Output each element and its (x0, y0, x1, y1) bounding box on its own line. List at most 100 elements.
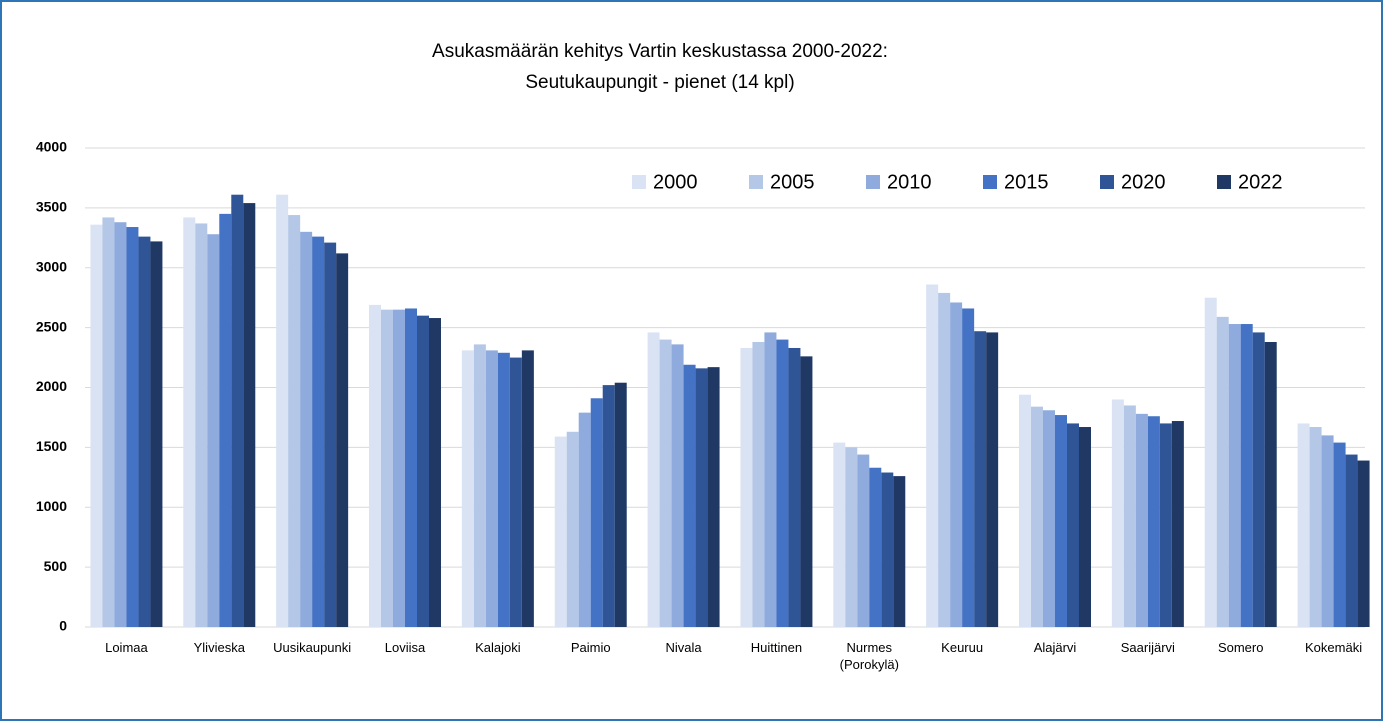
x-tick-label: Nivala (665, 640, 702, 655)
bar (405, 308, 417, 627)
bar (1019, 394, 1031, 627)
bar (1321, 435, 1334, 627)
y-tick-label: 3000 (36, 258, 67, 274)
bar (938, 292, 951, 627)
bar (1171, 421, 1184, 627)
bar (1159, 423, 1172, 627)
bar (695, 368, 708, 627)
bar (336, 253, 349, 627)
y-tick-label: 4000 (36, 139, 67, 155)
bar (800, 356, 813, 627)
bar (1135, 413, 1148, 627)
bar (1147, 416, 1160, 627)
bar (473, 344, 486, 627)
bar (566, 431, 579, 627)
bar (393, 309, 405, 627)
bar (1031, 406, 1043, 627)
bar (195, 223, 208, 627)
x-tick-label: Kalajoki (475, 640, 521, 655)
legend-label: 2015 (1004, 171, 1049, 193)
bar (986, 332, 999, 627)
x-tick-label: Loimaa (105, 640, 148, 655)
chart-title: Asukasmäärän kehitys Vartin keskustassa … (432, 41, 888, 62)
bar (671, 344, 684, 627)
bar (114, 222, 127, 627)
bar (554, 436, 567, 627)
bar (417, 315, 429, 627)
bar (461, 350, 474, 627)
y-tick-label: 0 (59, 618, 67, 634)
bar (869, 467, 882, 627)
y-tick-label: 1500 (36, 438, 67, 454)
legend-swatch (1100, 175, 1114, 189)
y-tick-label: 2500 (36, 318, 67, 334)
y-tick-label: 1000 (36, 498, 67, 514)
bar (276, 194, 289, 627)
bar (1252, 332, 1265, 627)
bar (974, 331, 987, 627)
bar (231, 194, 244, 627)
bar (1309, 427, 1322, 627)
bar (183, 217, 196, 627)
bar (1123, 405, 1136, 627)
bar (740, 347, 753, 627)
bar (1357, 460, 1370, 627)
legend-swatch (632, 175, 646, 189)
bar (788, 347, 801, 627)
legend-label: 2005 (770, 171, 815, 193)
bar (381, 309, 393, 627)
bar (1264, 341, 1277, 627)
legend-label: 2022 (1238, 171, 1283, 193)
bar (683, 364, 696, 627)
bar (102, 217, 115, 627)
legend-label: 2010 (887, 171, 932, 193)
bar (764, 332, 777, 627)
y-tick-label: 3500 (36, 199, 67, 215)
legend-label: 2020 (1121, 171, 1166, 193)
bar (752, 341, 765, 627)
bar (1111, 399, 1124, 627)
bar (893, 476, 906, 627)
y-tick-label: 500 (44, 558, 68, 574)
x-tick-label: Kokemäki (1305, 640, 1363, 655)
bar (833, 442, 846, 627)
x-tick-label: Loviisa (384, 640, 426, 655)
bar (138, 236, 151, 628)
x-tick-label: Uusikaupunki (273, 640, 352, 655)
bar (150, 241, 163, 627)
bar (1345, 454, 1358, 627)
bar (219, 213, 232, 628)
bar (602, 385, 615, 627)
bar (1067, 423, 1079, 627)
bar (1333, 442, 1346, 627)
bar (485, 350, 498, 627)
bar (1055, 415, 1067, 627)
x-tick-label: Alajärvi (1033, 640, 1077, 655)
chart-subtitle: Seutukaupungit - pienet (14 kpl) (525, 72, 794, 93)
bar (647, 332, 660, 627)
bar (845, 447, 858, 627)
x-tick-label: Paimio (570, 640, 611, 655)
x-tick-label: Huittinen (750, 640, 803, 655)
bar (950, 302, 963, 627)
bar (776, 339, 789, 627)
bar (288, 215, 301, 627)
bar (1216, 316, 1229, 627)
bar (369, 304, 381, 627)
bar (707, 367, 720, 627)
bar (126, 227, 139, 627)
bar (509, 357, 522, 627)
bar (1079, 427, 1091, 627)
bar (207, 234, 220, 627)
legend-swatch (749, 175, 763, 189)
bar (1204, 297, 1217, 627)
bar (881, 472, 894, 627)
legend-swatch (983, 175, 997, 189)
bar (659, 339, 672, 627)
bar (1043, 410, 1055, 627)
bar (90, 224, 103, 627)
legend-swatch (866, 175, 880, 189)
legend-label: 2000 (653, 171, 698, 193)
